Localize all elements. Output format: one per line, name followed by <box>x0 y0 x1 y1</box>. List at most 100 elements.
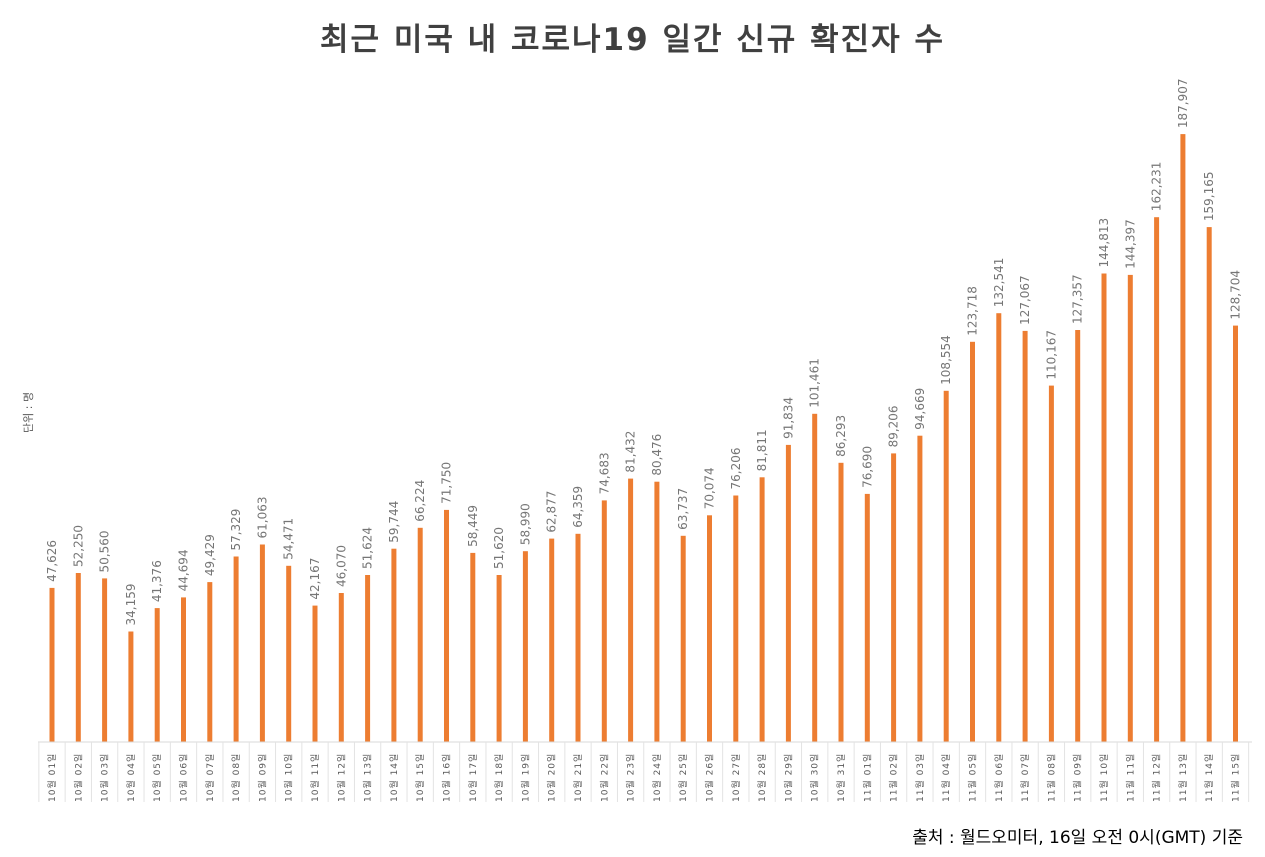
x-axis-tick-label: 11월 13일 <box>1177 753 1189 802</box>
bar <box>970 341 975 742</box>
bar <box>391 548 397 742</box>
x-axis-tick-label: 10월 11일 <box>309 753 321 802</box>
bar-value-label: 58,449 <box>466 505 480 547</box>
bar <box>1127 274 1133 742</box>
bar <box>181 597 186 742</box>
x-axis-tick-label: 10월 26일 <box>704 753 716 802</box>
bar <box>1075 330 1081 742</box>
bar <box>444 509 449 742</box>
bar-value-label: 52,250 <box>71 525 85 567</box>
x-axis-tick-label: 10월 09일 <box>256 753 268 802</box>
x-axis-tick-label: 10월 03일 <box>99 753 111 802</box>
x-axis-tick-label: 11월 05일 <box>967 753 979 802</box>
x-axis-tick-label: 10월 18일 <box>493 753 505 802</box>
x-axis-tick-label: 11월 14일 <box>1203 753 1215 802</box>
bar-value-label: 57,329 <box>229 509 243 551</box>
bar-value-label: 76,690 <box>860 446 874 488</box>
x-axis-tick-label: 10월 20일 <box>546 753 558 802</box>
bar <box>1180 134 1186 743</box>
bar-value-label: 81,811 <box>755 429 769 471</box>
bar <box>943 390 949 742</box>
bar <box>864 493 870 742</box>
bar <box>233 556 239 742</box>
bar-value-label: 91,834 <box>781 397 795 439</box>
x-axis-tick-label: 10월 06일 <box>178 753 190 802</box>
x-axis-tick-label: 11월 01일 <box>861 753 873 802</box>
x-axis-tick-label: 11월 09일 <box>1072 753 1084 802</box>
bar-value-label: 94,669 <box>913 388 927 430</box>
bar <box>1022 330 1028 742</box>
bar <box>259 544 265 742</box>
bar-value-label: 54,471 <box>282 518 296 560</box>
bar-value-label: 144,813 <box>1097 218 1111 268</box>
x-axis-tick-label: 11월 15일 <box>1230 753 1242 802</box>
bar <box>759 477 765 742</box>
bar-value-label: 123,718 <box>966 286 980 336</box>
bar <box>785 444 791 742</box>
bar <box>575 533 581 742</box>
x-axis-tick-label: 11월 04일 <box>940 753 952 802</box>
bar <box>49 587 55 742</box>
bar <box>733 495 739 742</box>
bar <box>1206 227 1212 743</box>
bar <box>707 515 712 742</box>
bar <box>549 538 555 742</box>
bar <box>338 593 344 742</box>
bar-value-label: 162,231 <box>1150 162 1164 212</box>
x-axis-tick-label: 10월 22일 <box>598 753 610 802</box>
bar <box>417 527 423 742</box>
x-axis-tick-label: 10월 10일 <box>283 753 295 802</box>
bar-value-label: 86,293 <box>834 415 848 457</box>
x-axis-tick-label: 11월 06일 <box>993 753 1005 802</box>
bar-value-label: 58,990 <box>518 503 532 545</box>
bar <box>628 478 634 742</box>
bar-value-label: 110,167 <box>1044 330 1058 380</box>
x-axis-labels-group: 10월 01일 10월 02일 10월 03일 10월 04일 10월 05일 10월 0… <box>46 753 1242 802</box>
bar-value-label: 80,476 <box>650 434 664 476</box>
bar-value-label: 44,694 <box>177 549 191 591</box>
x-axis-tick-label: 10월 02일 <box>72 753 84 802</box>
bar <box>154 608 160 742</box>
x-axis-tick-label: 11월 12일 <box>1151 753 1163 802</box>
bar-value-label: 66,224 <box>413 480 427 522</box>
bar-value-label: 132,541 <box>992 258 1006 308</box>
bar <box>286 565 292 742</box>
bar-value-label: 47,626 <box>45 540 59 582</box>
bars-group <box>49 134 1238 743</box>
bar-value-label: 41,376 <box>150 560 164 602</box>
x-axis-tick-label: 10월 27일 <box>730 753 742 802</box>
x-axis-tick-label: 10월 17일 <box>467 753 479 802</box>
x-axis-tick-label: 10월 31일 <box>835 753 847 802</box>
bar <box>838 462 844 742</box>
bar-value-label: 46,070 <box>334 545 348 587</box>
x-axis-tick-label: 11월 02일 <box>888 753 900 802</box>
bar-value-label: 127,067 <box>1018 275 1032 325</box>
bar-value-label: 64,359 <box>571 486 585 528</box>
x-axis-tick-label: 10월 01일 <box>46 753 58 802</box>
bar-value-label: 76,206 <box>729 447 743 489</box>
x-axis-tick-label: 10월 15일 <box>414 753 426 802</box>
bar-value-label: 187,907 <box>1176 78 1190 128</box>
x-axis-tick-label: 10월 24일 <box>651 753 663 802</box>
x-axis-tick-label: 10월 16일 <box>441 753 453 802</box>
value-labels-group: 47,626 52,250 50,560 34,159 41,376 44,694 49,4… <box>45 78 1243 625</box>
x-axis-tick-label: 10월 07일 <box>204 753 216 802</box>
bar <box>601 500 607 742</box>
bar-value-label: 51,620 <box>492 527 506 569</box>
bar <box>1233 325 1238 742</box>
x-axis-tick-label: 10월 23일 <box>625 753 637 802</box>
x-axis-tick-label: 10월 19일 <box>519 753 531 802</box>
bar-value-label: 34,159 <box>124 583 138 625</box>
bar <box>470 552 476 742</box>
bar <box>128 631 134 742</box>
chart-title: 최근 미국 내 코로나19 일간 신규 확진자 수 <box>319 22 945 58</box>
bar <box>496 575 502 742</box>
x-axis-tick-label: 11월 10일 <box>1098 753 1110 802</box>
x-axis-tick-label: 10월 25일 <box>677 753 689 802</box>
x-axis-tick-label: 10월 14일 <box>388 753 400 802</box>
bar-value-label: 74,683 <box>597 452 611 494</box>
bar-value-label: 51,624 <box>361 527 375 569</box>
bar-value-label: 144,397 <box>1123 219 1137 269</box>
x-axis-tick-label: 10월 12일 <box>335 753 347 802</box>
